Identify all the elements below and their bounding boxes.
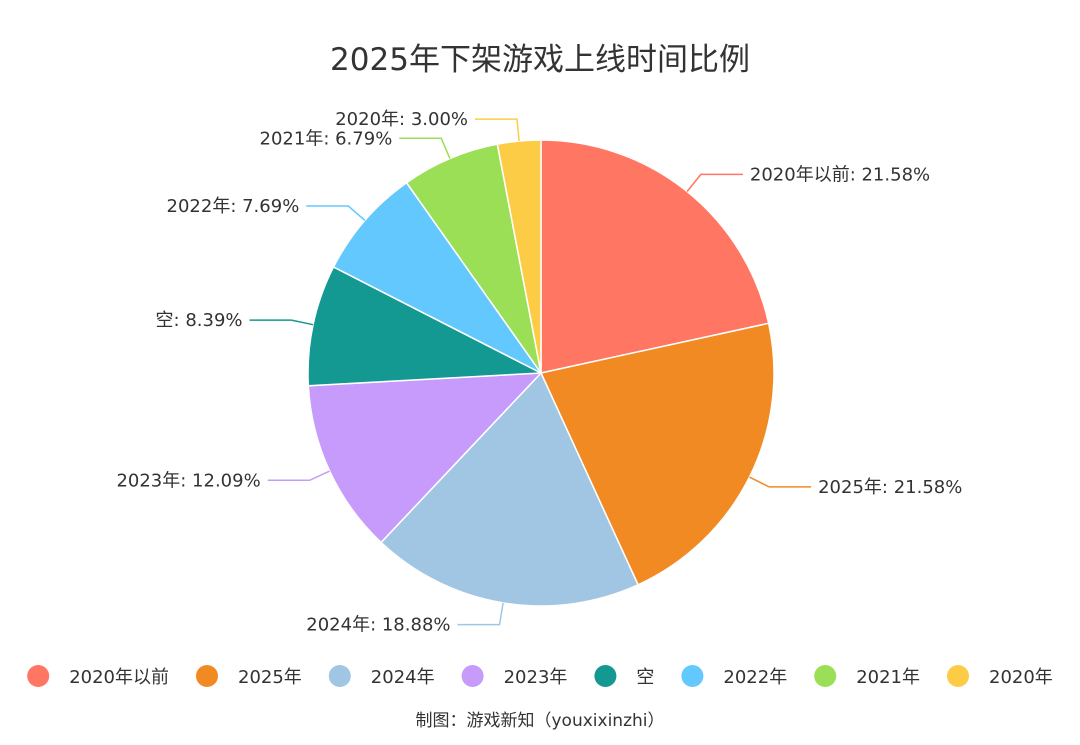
leader-line-2023-3 bbox=[267, 470, 330, 482]
slice-label-2024-2: 2024年: 18.88% bbox=[306, 615, 450, 636]
pie-slice-2023-3[interactable] bbox=[307, 372, 542, 544]
legend-label: 2024年 bbox=[371, 667, 435, 688]
legend-item-2020-0[interactable]: 2020年以前 bbox=[27, 665, 169, 688]
leader-line-2021-6 bbox=[399, 137, 451, 159]
legend-item-2020-7[interactable]: 2020年 bbox=[947, 665, 1053, 688]
slice-label-2020-7: 2020年: 3.00% bbox=[335, 109, 468, 130]
legend-label: 2025年 bbox=[238, 667, 302, 688]
pie-slice-2022-5[interactable] bbox=[332, 181, 542, 374]
legend-swatch bbox=[814, 665, 837, 687]
chart-title: 2025年下架游戏上线时间比例 bbox=[330, 42, 750, 78]
pie-slice-2025-1[interactable] bbox=[540, 322, 775, 586]
legend-item-2023-3[interactable]: 2023年 bbox=[461, 665, 568, 688]
slice-label-item-4: 空: 8.39% bbox=[156, 310, 243, 331]
slice-label-2025-1: 2025年: 21.58% bbox=[818, 477, 962, 498]
legend-item-2021-6[interactable]: 2021年 bbox=[814, 665, 920, 688]
legend-label: 2022年 bbox=[723, 667, 787, 688]
legend-label: 2021年 bbox=[856, 667, 920, 688]
leader-line-2020-7 bbox=[475, 118, 520, 142]
pie-slice-2024-2[interactable] bbox=[380, 372, 639, 607]
legend-label: 空 bbox=[636, 667, 654, 688]
legend-item-2022-5[interactable]: 2022年 bbox=[681, 665, 787, 688]
pie-slices bbox=[307, 139, 775, 607]
source-note: 制图：游戏新知（youxixinzhi） bbox=[416, 711, 665, 731]
legend-swatch bbox=[594, 665, 617, 687]
legend-label: 2020年以前 bbox=[69, 667, 169, 688]
legend-item-2024-2[interactable]: 2024年 bbox=[328, 665, 435, 688]
leader-line-2025-1 bbox=[749, 476, 812, 488]
pie-slice-labels: 2020年以前: 21.58% 2025年: 21.58% 2024年: 18.88… bbox=[116, 109, 962, 636]
legend-label: 2020年 bbox=[989, 667, 1053, 688]
legend-swatch bbox=[681, 665, 704, 687]
legend-item-item-4[interactable]: 空 bbox=[594, 665, 654, 688]
legend-swatch bbox=[947, 665, 969, 687]
pie-slice-2020-7[interactable] bbox=[496, 139, 542, 374]
slice-label-2020-0: 2020年以前: 21.58% bbox=[750, 164, 930, 185]
legend-label: 2023年 bbox=[504, 667, 568, 688]
pie-leader-lines bbox=[249, 118, 812, 626]
legend-swatch bbox=[461, 665, 484, 687]
leader-line-item-4 bbox=[249, 319, 314, 326]
legend: 2020年以前 2025年 2024年 2023年 空 2022年 2021年 2020年 bbox=[27, 665, 1053, 688]
legend-item-2025-1[interactable]: 2025年 bbox=[196, 665, 302, 688]
slice-label-2022-5: 2022年: 7.69% bbox=[167, 196, 300, 217]
legend-swatch bbox=[196, 665, 218, 687]
legend-swatch bbox=[27, 665, 50, 687]
leader-line-2024-2 bbox=[457, 602, 504, 626]
slice-label-2021-6: 2021年: 6.79% bbox=[260, 128, 393, 149]
leader-line-2020-0 bbox=[686, 173, 743, 192]
pie-slice-2020-0[interactable] bbox=[540, 139, 770, 374]
legend-swatch bbox=[328, 665, 351, 687]
slice-label-2023-3: 2023年: 12.09% bbox=[116, 470, 260, 491]
leader-line-2022-5 bbox=[306, 205, 366, 221]
